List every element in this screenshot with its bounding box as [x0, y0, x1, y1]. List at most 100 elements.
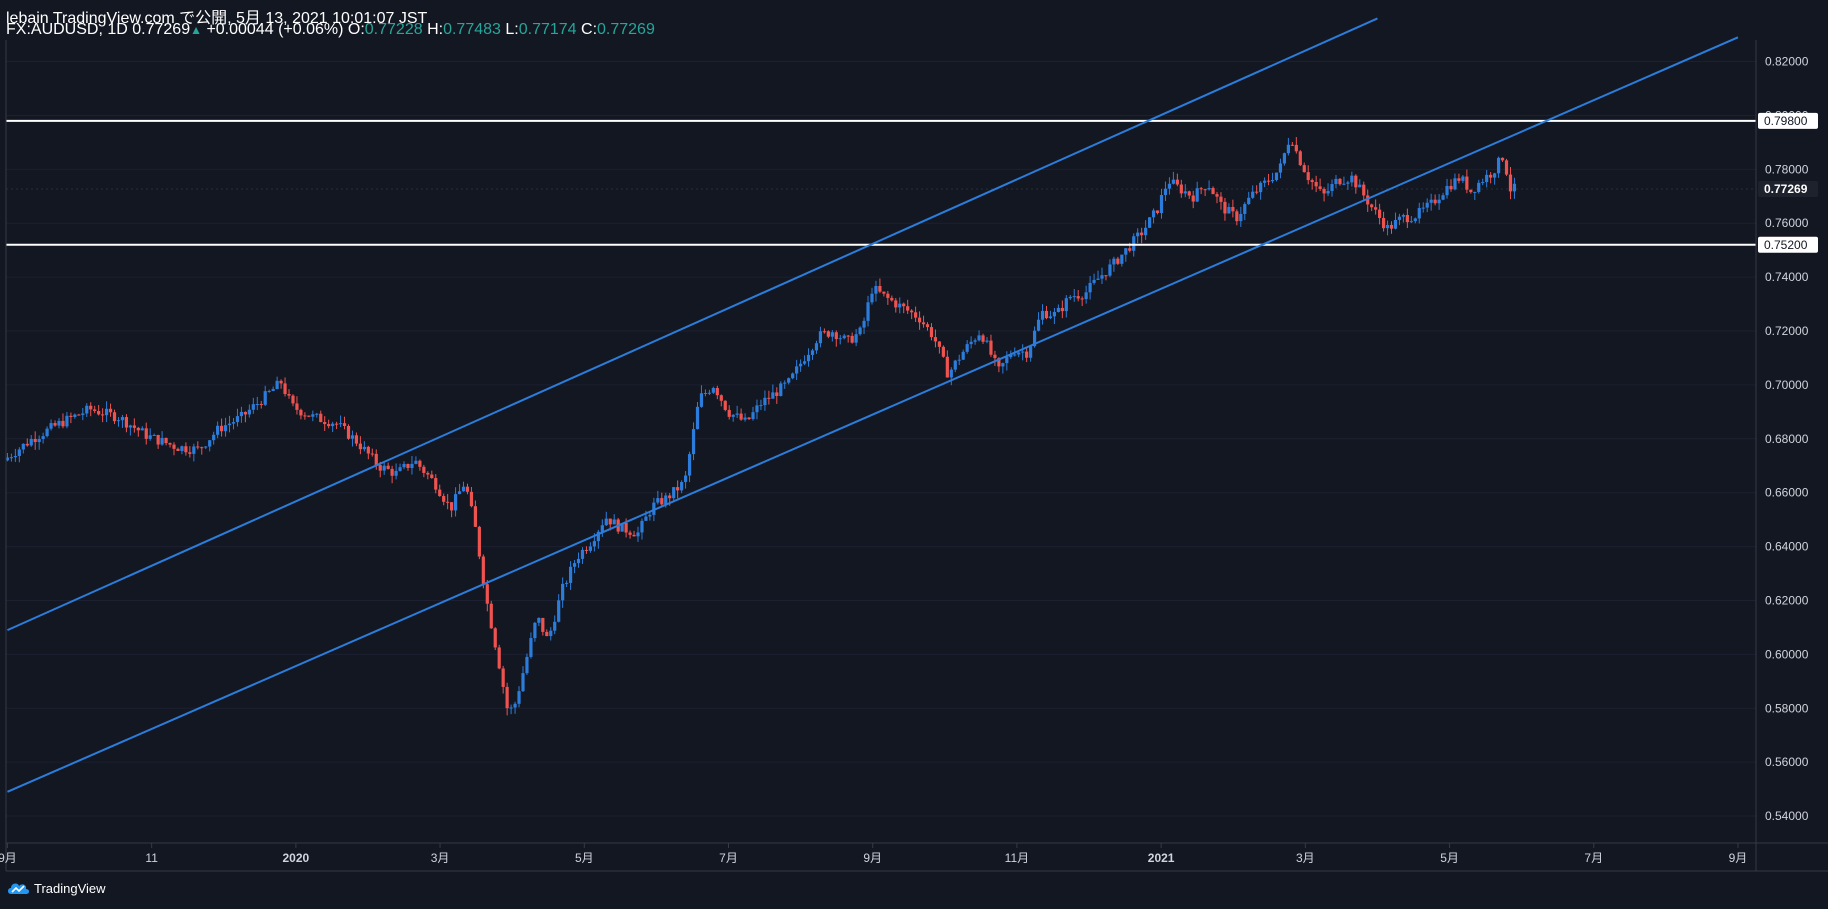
candle-body: [933, 337, 938, 342]
candle-body: [640, 520, 644, 533]
candle-body: [25, 443, 29, 446]
candle-body: [1445, 185, 1449, 196]
candle-body: [382, 465, 386, 471]
candle-body: [1235, 211, 1239, 222]
candle-body: [493, 628, 497, 648]
candle-body: [711, 388, 715, 393]
tradingview-logo[interactable]: TradingView: [6, 880, 106, 896]
candle-body: [33, 438, 37, 443]
candle-body: [461, 486, 466, 492]
candle-body: [216, 425, 220, 435]
candle-body: [1068, 296, 1072, 299]
candle-body: [917, 317, 922, 323]
candle-body: [549, 630, 553, 637]
candle-body: [1036, 319, 1041, 331]
candle-body: [497, 647, 501, 669]
candle-body: [140, 428, 144, 431]
candle-body: [1155, 210, 1160, 214]
candle-body: [1290, 144, 1294, 146]
candle-body: [1437, 199, 1441, 204]
candle-body: [660, 498, 664, 505]
candle-body: [814, 343, 819, 351]
candle-body: [180, 446, 184, 451]
candle-body: [89, 405, 93, 410]
high-label: H:: [427, 21, 444, 38]
candle-body: [1508, 174, 1513, 192]
candle-body: [1076, 296, 1080, 299]
candle-body: [783, 382, 787, 384]
candle-body: [335, 423, 339, 425]
time-tick-label: 3月: [1296, 851, 1315, 865]
candle-body: [1354, 175, 1358, 188]
candle-body: [1397, 216, 1402, 220]
candle-body: [580, 549, 585, 559]
candle-body: [1112, 258, 1116, 265]
candle-body: [1108, 264, 1112, 276]
candle-body: [977, 335, 981, 341]
candle-body: [311, 414, 315, 417]
candle-body: [120, 417, 125, 421]
candle-body: [1021, 351, 1025, 353]
candle-body: [929, 327, 934, 338]
candle-body: [1461, 176, 1465, 181]
candle-body: [1278, 163, 1283, 173]
candle-body: [1500, 157, 1505, 161]
candle-body: [128, 425, 132, 428]
candle-body: [866, 302, 870, 321]
candle-body: [374, 453, 378, 466]
cloud-icon: [8, 883, 29, 894]
candle-body: [362, 446, 366, 450]
candle-body: [1302, 165, 1306, 173]
candle-body: [1124, 248, 1128, 255]
candle-body: [1191, 195, 1195, 202]
candle-body: [1052, 311, 1057, 317]
price-tick-label: 0.78000: [1765, 162, 1809, 176]
candle-body: [565, 582, 569, 584]
candle-body: [172, 444, 176, 449]
candle-body: [914, 312, 918, 318]
price-tick-label: 0.72000: [1765, 324, 1809, 338]
candle-body: [771, 392, 775, 399]
candle-body: [156, 434, 160, 445]
time-axis[interactable]: 9月 11 2020 3月 5月 7月 9月 11月 2021 3月 5月 7月 9月: [0, 843, 1747, 865]
candle-body: [247, 409, 251, 415]
candle-body: [65, 415, 69, 427]
trend-channel[interactable]: [7, 17, 1739, 793]
candle-body: [1056, 307, 1060, 312]
candle-body: [45, 428, 49, 437]
candle-body: [1136, 232, 1140, 237]
channel-line-upper: [7, 17, 1378, 632]
candle-body: [1251, 191, 1255, 198]
candle-body: [1274, 172, 1279, 181]
candle-body: [1496, 157, 1501, 174]
candle-body: [1405, 215, 1409, 223]
candle-body: [1473, 191, 1477, 193]
candle-body: [620, 523, 624, 532]
candle-body: [319, 413, 323, 423]
candle-body: [1362, 184, 1366, 196]
candle-body: [489, 603, 493, 629]
candle-body: [1378, 209, 1382, 218]
price-axis[interactable]: 0.820000.800000.780000.760000.740000.720…: [1758, 55, 1818, 823]
candle-body: [676, 487, 680, 491]
candle-body: [993, 354, 997, 359]
candle-body: [683, 475, 688, 483]
candle-body: [1195, 188, 1199, 202]
candle-body: [410, 463, 414, 468]
price-tick-label: 0.70000: [1765, 378, 1809, 392]
candle-body: [1025, 351, 1029, 358]
candle-body: [422, 466, 426, 473]
price-tick-label: 0.68000: [1765, 432, 1809, 446]
candle-body: [93, 409, 97, 412]
candle-body: [1350, 175, 1354, 183]
candle-body: [21, 443, 25, 450]
candle-body: [446, 501, 450, 503]
candle-body: [664, 495, 668, 505]
candle-body: [1374, 207, 1378, 210]
candle-body: [735, 413, 739, 415]
candle-body: [1132, 236, 1136, 251]
candle-body: [223, 425, 228, 432]
horizontal-levels[interactable]: [6, 119, 1756, 246]
candle-body: [517, 691, 521, 704]
